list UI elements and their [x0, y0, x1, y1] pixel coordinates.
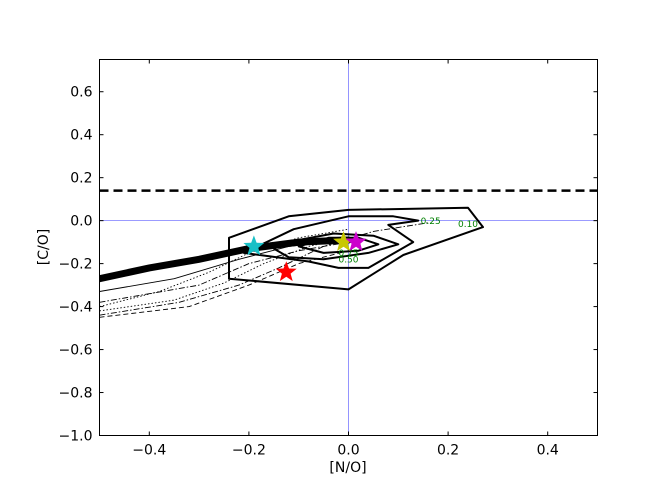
contour-0.50	[272, 232, 400, 261]
y-tick-label-2: −0.8	[59, 386, 93, 402]
axis-ticks: −0.4 −0.2 0.0 0.2 0.4 −1.0 −0.8 −0.6 −0.4 −0.2 0.0…	[59, 59, 598, 459]
plot-area: 0.10 0.25 0.500.75	[99, 59, 598, 436]
thin-curve-5	[99, 250, 349, 318]
x-tick-label-3: 0.0	[337, 443, 359, 459]
star-marker-1	[243, 235, 265, 256]
contour-0.25	[242, 215, 420, 269]
contour-label-0.25: 0.25	[421, 217, 441, 227]
y-tick-label-5: −0.2	[59, 257, 93, 273]
y-tick-label-7: 0.2	[70, 171, 92, 187]
y-tick-label-4: −0.4	[59, 300, 93, 316]
x-tick-label-2: −0.2	[232, 443, 266, 459]
contour-0.75	[297, 236, 380, 254]
contour-label-0.10: 0.10	[458, 220, 478, 230]
x-axis-label: [N/O]	[329, 460, 366, 476]
star-marker-3	[333, 231, 354, 251]
thin-curve-6	[99, 239, 349, 292]
y-axis-label: [C/O]	[36, 229, 52, 265]
x-tick-label-4: 0.2	[437, 443, 459, 459]
star-marker-2	[275, 261, 297, 282]
contour-label-0.50: 0.50	[338, 256, 358, 266]
y-tick-label-1: −1.0	[59, 429, 93, 445]
x-tick-label-1: −0.4	[132, 443, 166, 459]
y-tick-label-9: 0.6	[70, 85, 92, 101]
thin-curve-4	[99, 241, 349, 303]
contour-label-0.75: 0.75	[338, 249, 358, 259]
y-tick-label-3: −0.6	[59, 343, 93, 359]
y-tick-label-6: 0.0	[70, 214, 92, 230]
thick-band	[99, 236, 352, 283]
star-marker-4	[345, 231, 367, 251]
y-tick-label-8: 0.4	[70, 128, 92, 144]
x-tick-label-5: 0.4	[537, 443, 559, 459]
contour-0.10	[228, 206, 484, 291]
thin-curve-3	[99, 222, 429, 316]
